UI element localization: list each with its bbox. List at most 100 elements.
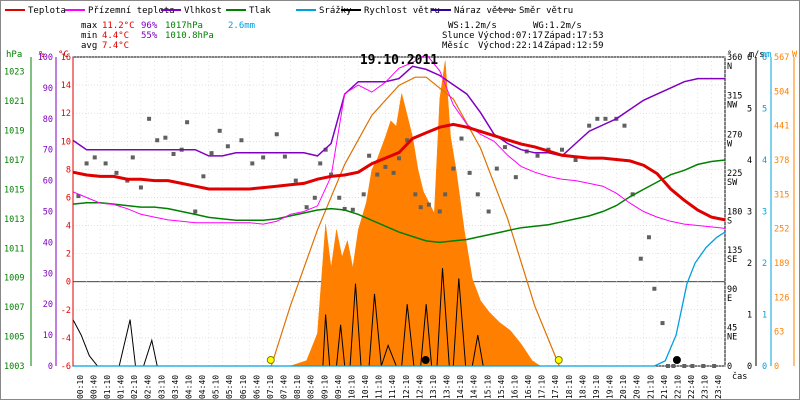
time-tick-label: 20:10 bbox=[619, 375, 628, 399]
time-axis: 00:10 00:40 01:10 01:40 02:10 02:40 03:10 03:40… bbox=[76, 371, 748, 399]
wind-direction-point bbox=[138, 185, 143, 190]
time-tick-label: 06:40 bbox=[252, 375, 261, 399]
time-tick-label: 22:10 bbox=[673, 375, 682, 399]
solar-tick-label: 441 bbox=[774, 122, 789, 132]
time-axis-label: čas bbox=[732, 371, 747, 382]
solar-tick-label: 567 bbox=[774, 53, 789, 63]
wind-direction-point bbox=[193, 209, 198, 214]
wind-direction-point bbox=[391, 170, 396, 175]
stats-max-press: 1017hPa bbox=[165, 21, 203, 31]
pressure-tick-label: 1003 bbox=[4, 362, 24, 372]
wind-direction-point bbox=[261, 155, 266, 160]
solar-radiation-area bbox=[271, 60, 542, 367]
temp-tick-label: -4 bbox=[61, 334, 71, 344]
pressure-tick-label: 1005 bbox=[4, 333, 24, 343]
wind-direction-point bbox=[282, 154, 287, 159]
wind-direction-point bbox=[701, 364, 706, 368]
solar-tick-label: 189 bbox=[774, 259, 789, 269]
pressure-line bbox=[72, 159, 726, 244]
legend-label: Srážky bbox=[319, 6, 352, 16]
wind-direction-point bbox=[163, 135, 168, 140]
stats-rain-total: 2.6mm bbox=[228, 21, 255, 31]
time-tick-label: 21:10 bbox=[646, 375, 655, 399]
humidity-tick-label: 0 bbox=[48, 362, 53, 372]
sun-rise: Východ:07:17 bbox=[478, 31, 543, 41]
wind-tick-label: 5 bbox=[747, 105, 752, 115]
wind-direction-point bbox=[375, 172, 380, 177]
wind-tick-label: 3 bbox=[747, 208, 752, 218]
moon-label: Měsíc bbox=[442, 41, 469, 51]
rain-tick-label: 2 bbox=[762, 259, 767, 269]
solar-max-curve bbox=[270, 76, 560, 367]
time-tick-label: 18:40 bbox=[578, 375, 587, 399]
time-tick-label: 19:40 bbox=[606, 375, 615, 399]
moon-rise: Východ:22:14 bbox=[478, 41, 543, 51]
legend-label: Teplota bbox=[28, 6, 66, 16]
humidity-tick-label: 70 bbox=[43, 146, 53, 156]
time-tick-label: 20:40 bbox=[633, 375, 642, 399]
rain-tick-label: 3 bbox=[762, 208, 767, 218]
temp-tick-label: 4 bbox=[66, 222, 71, 232]
time-tick-label: 21:40 bbox=[660, 375, 669, 399]
time-tick-label: 11:10 bbox=[375, 375, 384, 399]
humidity-tick-label: 30 bbox=[43, 269, 53, 279]
time-tick-label: 02:40 bbox=[144, 375, 153, 399]
humidity-tick-label: 90 bbox=[43, 84, 53, 94]
wind-direction-point bbox=[147, 116, 152, 121]
temp-tick-label: 10 bbox=[61, 137, 71, 147]
wind-direction-point bbox=[114, 170, 119, 175]
humidity-line bbox=[72, 65, 725, 157]
wind-direction-point bbox=[413, 192, 418, 197]
direction-tick-label: 180 bbox=[727, 208, 742, 218]
wind-tick-label: 0 bbox=[747, 362, 752, 372]
humidity-tick-label: 20 bbox=[43, 300, 53, 310]
direction-tick-label: SE bbox=[727, 255, 737, 265]
stats-max-label: max bbox=[81, 21, 98, 31]
time-tick-label: 11:40 bbox=[388, 375, 397, 399]
direction-tick-label: 360 bbox=[727, 53, 742, 63]
wind-direction-point bbox=[630, 192, 635, 197]
legend-label: Náraz větru bbox=[454, 6, 514, 16]
right-axes: ° m/smm W360N315NW270W225SW180S135SE90E45N… bbox=[727, 50, 798, 372]
wind-direction-point bbox=[92, 155, 97, 160]
stats-min-hum: 55% bbox=[141, 31, 158, 41]
chart-legend: Teplota Přízemní teplota Vlhkost Tlak Srážky… bbox=[5, 6, 573, 16]
time-tick-label: 16:40 bbox=[524, 375, 533, 399]
wind-direction-point bbox=[443, 192, 448, 197]
time-tick-label: 10:40 bbox=[361, 375, 370, 399]
time-tick-label: 07:40 bbox=[280, 375, 289, 399]
time-tick-label: 23:10 bbox=[701, 375, 710, 399]
wind-direction-point bbox=[475, 192, 480, 197]
time-tick-label: 04:40 bbox=[198, 375, 207, 399]
right-unit-label: ° bbox=[727, 50, 732, 60]
wind-direction-point bbox=[595, 116, 600, 121]
direction-tick-label: NW bbox=[727, 101, 738, 111]
wind-tick-label: 2 bbox=[747, 259, 752, 269]
stats-min-label: min bbox=[81, 31, 97, 41]
wind-direction-point bbox=[201, 174, 206, 179]
temp-tick-label: 16 bbox=[61, 53, 71, 63]
wind-direction-point bbox=[293, 178, 298, 183]
pressure-tick-label: 1017 bbox=[4, 156, 24, 166]
solar-layer bbox=[270, 60, 560, 367]
temp-tick-label: -6 bbox=[61, 362, 71, 372]
time-tick-label: 23:40 bbox=[714, 375, 723, 399]
time-tick-label: 13:10 bbox=[429, 375, 438, 399]
direction-tick-label: 270 bbox=[727, 130, 742, 140]
time-tick-label: 09:10 bbox=[320, 375, 329, 399]
wind-direction-point bbox=[467, 170, 472, 175]
wind-direction-point bbox=[250, 161, 255, 166]
wind-tick-label: 6 bbox=[747, 53, 752, 63]
temp-tick-label: 12 bbox=[61, 109, 71, 119]
right-unit-label: mm bbox=[761, 50, 771, 60]
solar-tick-label: 126 bbox=[774, 293, 789, 303]
solar-tick-label: 0 bbox=[774, 362, 779, 372]
direction-tick-label: 45 bbox=[727, 323, 737, 333]
wind-direction-point bbox=[573, 158, 578, 162]
humidity-tick-label: 60 bbox=[43, 177, 53, 187]
wind-direction-point bbox=[513, 175, 518, 180]
wind-direction-point bbox=[486, 209, 491, 214]
wind-direction-point bbox=[397, 156, 401, 161]
time-tick-label: 15:10 bbox=[483, 375, 492, 399]
